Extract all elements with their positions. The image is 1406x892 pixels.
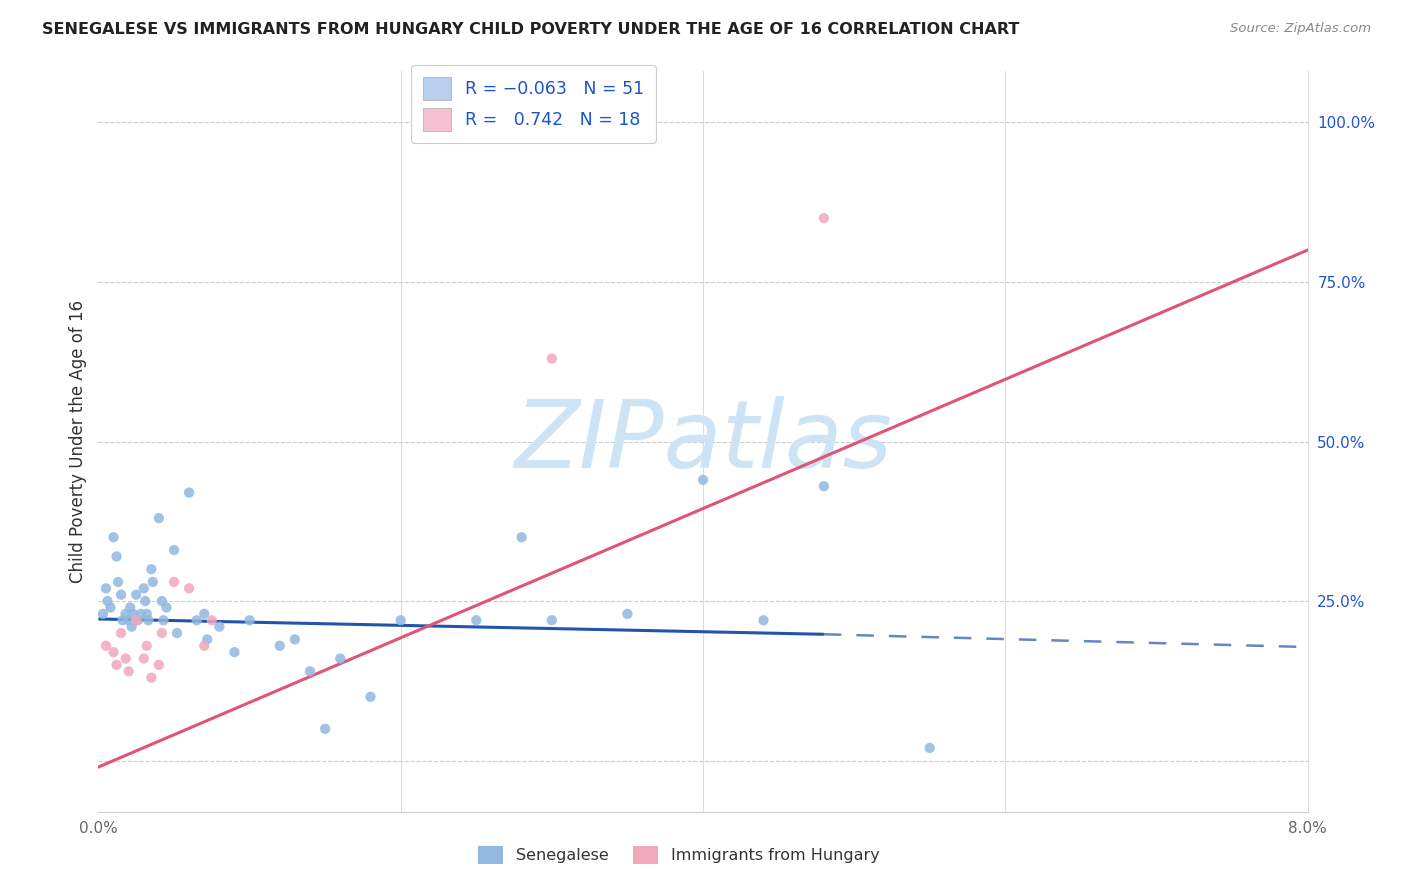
Point: [103, 530, 125, 544]
Point: [389, 613, 412, 627]
Point: [135, 607, 157, 621]
Legend: Senegalese, Immigrants from Hungary: Senegalese, Immigrants from Hungary: [471, 839, 886, 871]
Point: [118, 665, 141, 679]
Point: [148, 657, 170, 672]
Point: [163, 574, 186, 589]
Point: [179, 582, 201, 596]
Point: [142, 574, 165, 589]
Point: [150, 594, 173, 608]
Point: [918, 740, 941, 755]
Point: [132, 582, 155, 596]
Point: [269, 639, 291, 653]
Point: [284, 632, 307, 647]
Point: [136, 613, 159, 627]
Point: [150, 626, 173, 640]
Point: [179, 485, 201, 500]
Point: [166, 626, 188, 640]
Point: [195, 632, 218, 647]
Point: [105, 549, 128, 564]
Point: [510, 530, 533, 544]
Point: [813, 479, 835, 493]
Point: [540, 613, 562, 627]
Point: [114, 651, 136, 665]
Point: [224, 645, 246, 659]
Point: [129, 607, 152, 621]
Point: [100, 600, 122, 615]
Point: [163, 543, 186, 558]
Point: [114, 607, 136, 621]
Text: ZIPatlas: ZIPatlas: [515, 396, 891, 487]
Point: [132, 651, 155, 665]
Point: [148, 511, 170, 525]
Point: [752, 613, 775, 627]
Point: [103, 645, 125, 659]
Point: [105, 657, 128, 672]
Point: [239, 613, 262, 627]
Point: [111, 613, 134, 627]
Point: [125, 613, 148, 627]
Point: [152, 613, 174, 627]
Point: [94, 582, 117, 596]
Point: [540, 351, 562, 366]
Point: [201, 613, 224, 627]
Point: [299, 665, 322, 679]
Point: [314, 722, 336, 736]
Text: Source: ZipAtlas.com: Source: ZipAtlas.com: [1230, 22, 1371, 36]
Point: [141, 562, 163, 576]
Point: [616, 607, 638, 621]
Point: [110, 626, 132, 640]
Point: [193, 607, 215, 621]
Point: [692, 473, 714, 487]
Y-axis label: Child Poverty Under the Age of 16: Child Poverty Under the Age of 16: [69, 300, 87, 583]
Point: [121, 619, 143, 633]
Point: [127, 613, 149, 627]
Point: [118, 613, 141, 627]
Point: [135, 639, 157, 653]
Point: [134, 594, 156, 608]
Point: [193, 639, 215, 653]
Point: [329, 651, 352, 665]
Point: [107, 574, 129, 589]
Point: [110, 588, 132, 602]
Point: [208, 619, 231, 633]
Point: [813, 211, 835, 226]
Point: [360, 690, 382, 704]
Point: [465, 613, 488, 627]
Point: [96, 594, 118, 608]
Point: [141, 671, 163, 685]
Point: [91, 607, 114, 621]
Point: [186, 613, 208, 627]
Text: SENEGALESE VS IMMIGRANTS FROM HUNGARY CHILD POVERTY UNDER THE AGE OF 16 CORRELAT: SENEGALESE VS IMMIGRANTS FROM HUNGARY CH…: [42, 22, 1019, 37]
Point: [122, 607, 145, 621]
Point: [125, 588, 148, 602]
Point: [155, 600, 177, 615]
Point: [94, 639, 117, 653]
Point: [120, 600, 142, 615]
